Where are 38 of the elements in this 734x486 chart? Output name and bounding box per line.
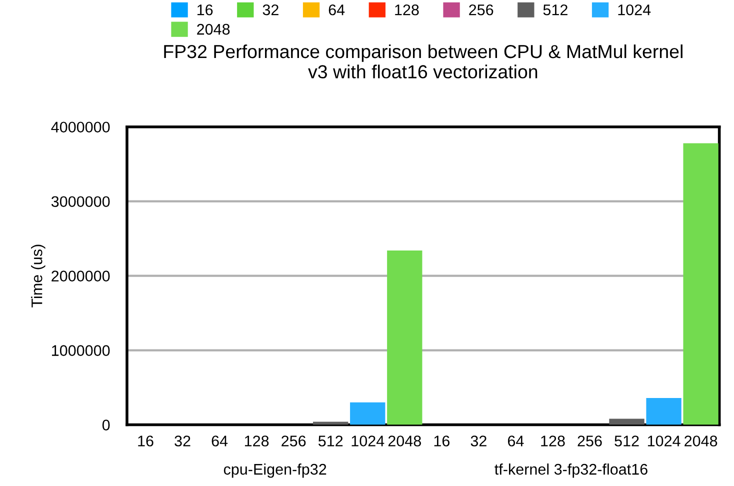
text: 512 xyxy=(318,436,343,446)
text: 32 xyxy=(470,436,486,446)
text: 256 xyxy=(282,436,306,446)
y-tick-label: 1000000 xyxy=(52,345,110,356)
legend-label: 512 xyxy=(543,4,568,16)
text: 256 xyxy=(578,436,602,446)
legend-label: 64 xyxy=(328,4,345,16)
y-tick-label: 0 xyxy=(102,420,110,430)
bar xyxy=(387,250,422,425)
x-tick-label: cpu-Eigen-fp32 xyxy=(224,463,326,478)
bar xyxy=(683,143,718,425)
text: 64 xyxy=(508,436,524,446)
text: 16 xyxy=(138,436,154,446)
legend-label: 1024 xyxy=(618,4,651,16)
legend-label: 256 xyxy=(469,4,494,16)
legend-label: 32 xyxy=(262,4,278,16)
x-tick-label: tf-kernel 3-fp32-float16 xyxy=(494,463,648,478)
chart-title: FP32 Performance comparison between CPU & MatMul kernel v3 with float16 vectorization xyxy=(164,44,682,78)
y-tick-label: 3000000 xyxy=(51,196,110,208)
y-axis-title: Time (us) xyxy=(31,244,46,308)
text: 16 xyxy=(434,436,450,446)
text: 128 xyxy=(244,436,269,446)
legend-label: 16 xyxy=(197,4,213,16)
text: 1024 xyxy=(352,436,384,446)
bar xyxy=(609,418,644,425)
text: 512 xyxy=(614,436,639,446)
text: 32 xyxy=(174,436,190,446)
text: 1024 xyxy=(648,436,680,446)
text: 2048 xyxy=(684,436,718,446)
legend-label: 128 xyxy=(395,4,419,16)
text: 64 xyxy=(212,436,228,446)
legend-label: 2048 xyxy=(197,24,230,35)
y-tick-label: 2000000 xyxy=(52,270,110,282)
bar xyxy=(350,402,386,425)
y-tick-label: 4000000 xyxy=(51,122,110,133)
bar xyxy=(646,398,682,425)
text: 128 xyxy=(541,436,565,446)
text: 2048 xyxy=(388,436,421,446)
